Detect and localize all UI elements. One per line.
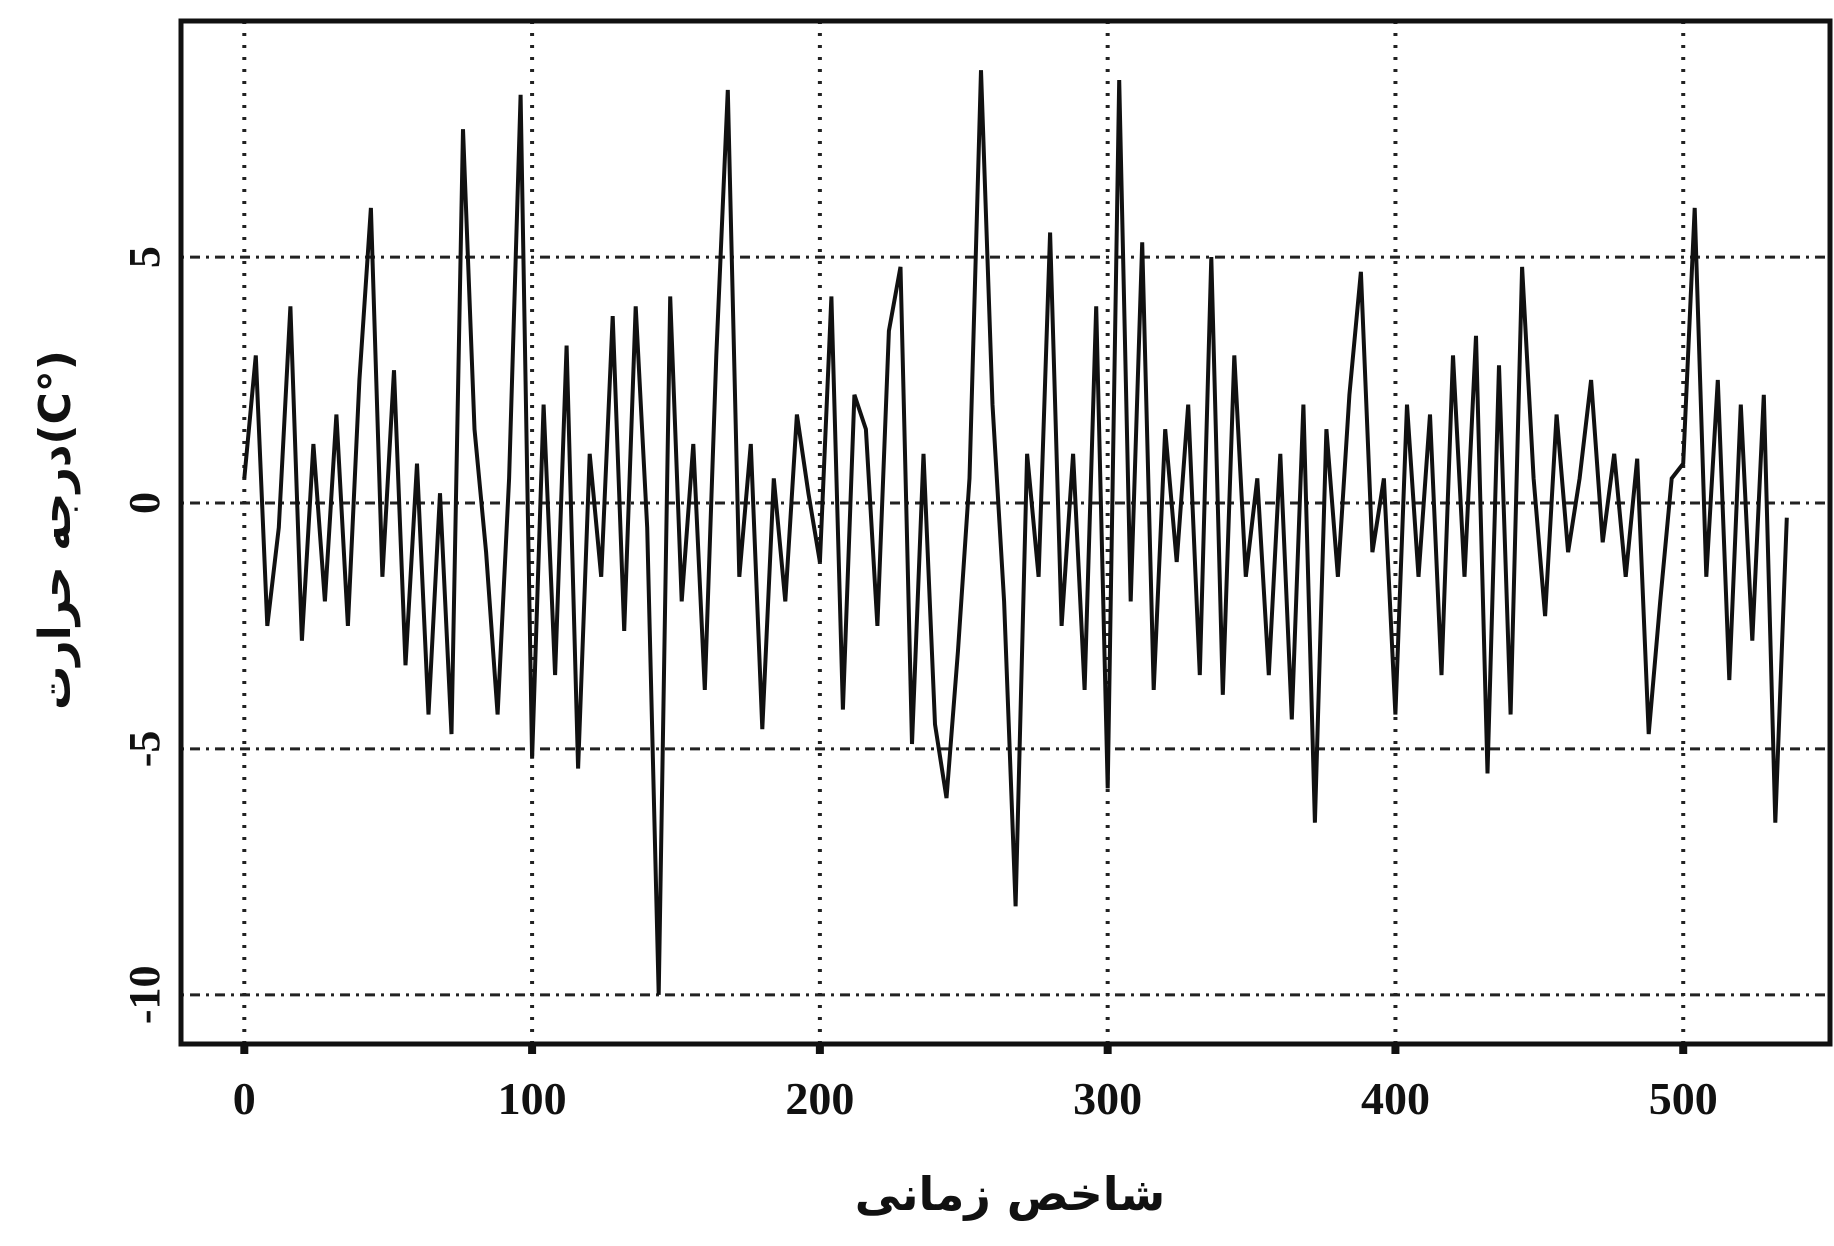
y-tick-label: 0: [120, 492, 169, 514]
plot-frame: [178, 18, 1833, 1047]
x-tick-label: 500: [1649, 1073, 1718, 1124]
x-tick-label: 100: [498, 1073, 567, 1124]
y-tick-label: 5: [120, 246, 169, 268]
x-tick-label: 0: [233, 1073, 256, 1124]
y-axis-label: درجه حرارت(C°): [30, 350, 81, 710]
data-line: [242, 70, 1789, 995]
x-tick-label: 200: [785, 1073, 854, 1124]
y-tick-label: -10: [120, 965, 169, 1024]
x-tick-label: 400: [1361, 1073, 1430, 1124]
x-axis-label: شاخص زمانی: [855, 1167, 1165, 1221]
y-tick-label: -5: [120, 731, 169, 768]
x-tick-label: 300: [1073, 1073, 1142, 1124]
